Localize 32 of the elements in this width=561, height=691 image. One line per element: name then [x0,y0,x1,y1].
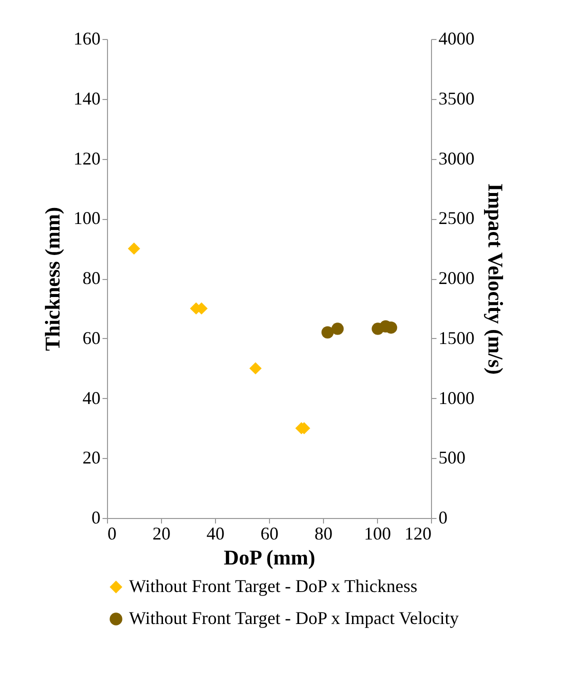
x-axis-title: DoP (mm) [224,546,316,570]
point [128,242,140,255]
x-tick-label: 60 [260,524,278,544]
y2-axis-title: Impact Velocity (m/s) [484,183,508,375]
x-tick-label: 20 [152,524,170,544]
y2-tick-label: 500 [438,448,466,468]
legend-label: Without Front Target - DoP x Impact Velocity [129,608,459,628]
y-tick-label: 40 [82,388,100,408]
y2-tick-label: 0 [438,508,448,528]
x-tick-label: 80 [314,524,332,544]
y-axis-title: Thickness (mm) [40,206,64,352]
x-tick-label: 40 [206,524,224,544]
y-tick-label: 60 [82,328,100,348]
x-tick-label: 0 [108,524,116,544]
y-tick-label: 100 [74,208,100,228]
y2-tick-label: 2500 [438,208,474,228]
y2-tick-label: 1000 [438,388,474,408]
y-tick-label: 80 [82,268,100,288]
y-tick-label: 120 [74,148,100,168]
y2-tick-label: 1500 [438,328,474,348]
y2-tick-label: 3500 [438,88,474,108]
x-tick-label: 120 [404,524,432,544]
y-tick-label: 0 [92,508,100,528]
y-tick-label: 20 [82,448,100,468]
y2-tick-label: 2000 [438,268,474,288]
y-tick-label: 140 [74,88,100,108]
legend-label: Without Front Target - DoP x Thickness [129,576,418,596]
y2-tick-label: 3000 [438,148,474,168]
x-tick-label: 100 [364,524,391,544]
y2-tick-label: 4000 [438,28,474,48]
y-tick-label: 160 [74,28,100,48]
point [249,362,262,374]
